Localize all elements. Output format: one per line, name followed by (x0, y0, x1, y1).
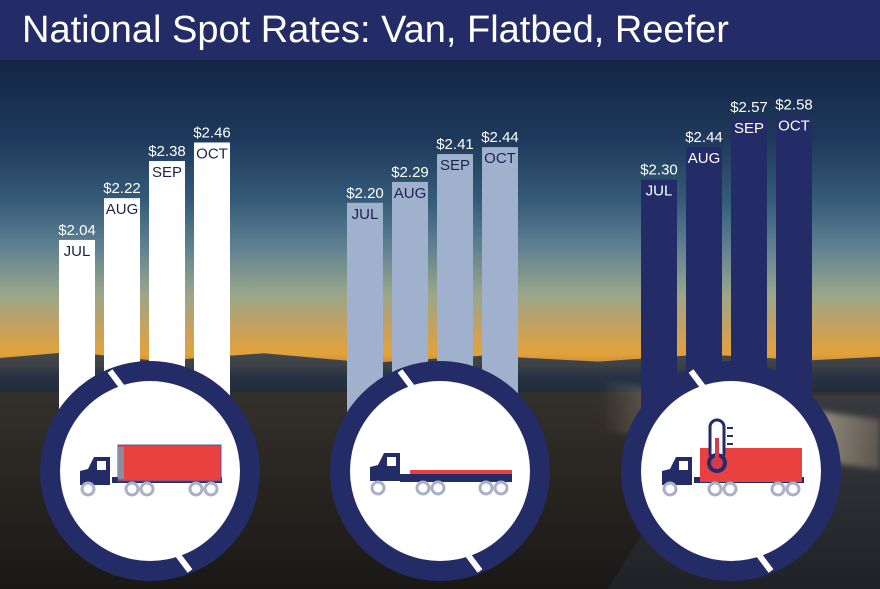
reefer-value-label-jul: $2.30 (640, 162, 678, 179)
flatbed-truck-icon-accent-top (397, 369, 415, 389)
van-value-label-oct: $2.46 (193, 124, 231, 141)
flatbed-wheel-4 (493, 480, 509, 496)
van-month-label-aug: AUG (106, 201, 139, 218)
reefer-month-label-oct: OCT (778, 118, 810, 135)
van-wheel-2 (139, 481, 155, 497)
reefer-wheel-3 (770, 481, 786, 497)
van-wheel-3 (188, 481, 204, 497)
flatbed-month-label-jul: JUL (352, 206, 379, 223)
flatbed-value-label-sep: $2.41 (436, 136, 474, 153)
van-wheel-1 (124, 481, 140, 497)
flatbed-value-label-jul: $2.20 (346, 185, 384, 202)
title-banner: National Spot Rates: Van, Flatbed, Reefe… (0, 0, 880, 60)
van-month-label-oct: OCT (196, 145, 228, 162)
van-value-label-jul: $2.04 (58, 222, 96, 239)
chart-title: National Spot Rates: Van, Flatbed, Reefe… (22, 9, 729, 51)
reefer-month-label-jul: JUL (646, 183, 673, 200)
reefer-wheel-4 (785, 481, 801, 497)
van-cab-window (97, 461, 106, 470)
van-trailer (117, 444, 222, 482)
reefer-value-label-aug: $2.44 (685, 129, 723, 146)
flatbed-deck-stripe (410, 470, 512, 474)
flatbed-month-label-aug: AUG (394, 185, 427, 202)
flatbed-wheel-2 (430, 480, 446, 496)
flatbed-value-label-aug: $2.29 (391, 164, 429, 181)
reefer-cab-window (679, 461, 688, 470)
van-wheel-0 (80, 481, 96, 497)
flatbed-wheel-3 (478, 480, 494, 496)
reefer-truck-icon (621, 361, 841, 581)
van-month-label-sep: SEP (152, 164, 182, 181)
van-truck-icon-accent-bottom (175, 553, 193, 573)
van-month-label-jul: JUL (64, 243, 91, 260)
flatbed-value-label-oct: $2.44 (481, 129, 519, 146)
van-truck-icon (40, 361, 260, 581)
reefer-month-label-sep: SEP (734, 120, 764, 137)
van-trailer-front (118, 447, 124, 479)
reefer-month-label-aug: AUG (688, 150, 721, 167)
reefer-wheel-2 (722, 481, 738, 497)
reefer-truck-icon-accent-top (688, 369, 706, 389)
thermometer-bulb (711, 457, 723, 469)
flatbed-month-label-sep: SEP (440, 157, 470, 174)
van-value-label-sep: $2.38 (148, 143, 186, 160)
van-value-label-aug: $2.22 (103, 180, 141, 197)
van-wheel-4 (203, 481, 219, 497)
flatbed-cab-window (387, 457, 396, 466)
flatbed-truck-icon (330, 361, 550, 581)
thermometer-mercury (715, 438, 719, 462)
van-truck-icon-accent-top (107, 369, 125, 389)
flatbed-deck (400, 474, 512, 482)
flatbed-truck-icon-accent-bottom (465, 553, 483, 573)
reefer-value-label-oct: $2.58 (775, 97, 813, 114)
flatbed-month-label-oct: OCT (484, 150, 516, 167)
reefer-wheel-0 (662, 481, 678, 497)
reefer-value-label-sep: $2.57 (730, 99, 768, 116)
reefer-truck-icon-accent-bottom (756, 553, 774, 573)
reefer-wheel-1 (707, 481, 723, 497)
flatbed-wheel-1 (415, 480, 431, 496)
flatbed-wheel-0 (370, 480, 386, 496)
